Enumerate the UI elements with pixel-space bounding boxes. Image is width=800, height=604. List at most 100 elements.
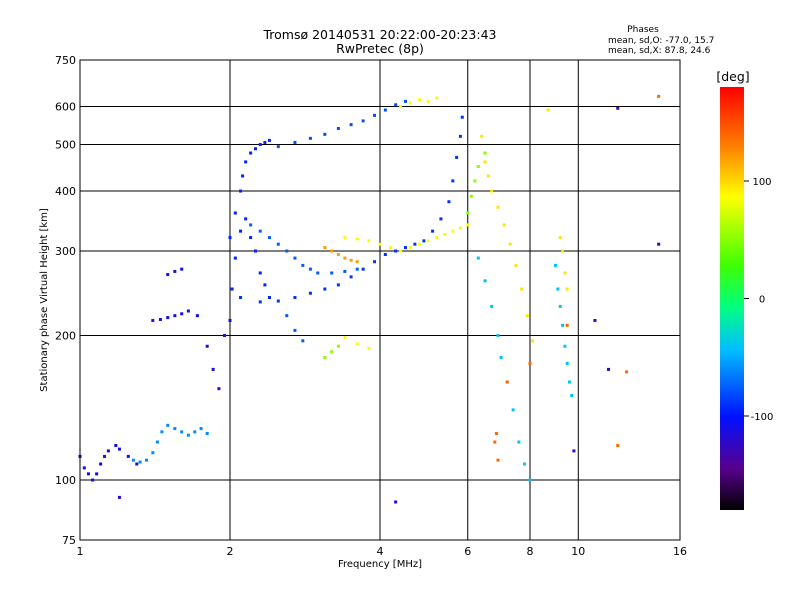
data-point [244, 217, 248, 221]
data-point [186, 433, 190, 437]
data-point [138, 460, 142, 464]
grid-layer [80, 60, 680, 540]
data-point [205, 344, 209, 348]
colorbar-tick-label: 0 [759, 295, 765, 306]
data-point [561, 323, 565, 327]
y-tick-label: 300 [55, 245, 76, 258]
data-point [367, 239, 371, 243]
data-point [553, 263, 557, 267]
data-point [558, 304, 562, 308]
stats-title: Phases [627, 25, 659, 35]
data-point [520, 287, 524, 291]
x-tick-label: 16 [673, 545, 687, 558]
data-point [355, 237, 359, 241]
data-point [565, 287, 569, 291]
data-point [657, 94, 661, 98]
data-point [490, 304, 494, 308]
data-point [276, 299, 280, 303]
y-tick-label: 200 [55, 330, 76, 343]
data-point [523, 462, 527, 466]
data-point [451, 229, 455, 233]
data-point [166, 423, 170, 427]
x-tick-label: 4 [377, 545, 384, 558]
data-point [607, 367, 611, 371]
data-point [117, 447, 121, 451]
colorbar-tick-label: 100 [752, 177, 771, 188]
data-point [166, 273, 170, 277]
data-point [253, 249, 257, 253]
data-point [373, 260, 377, 264]
data-point [517, 440, 521, 444]
data-point [546, 108, 550, 112]
data-point [343, 336, 347, 340]
data-point [160, 430, 164, 434]
data-point [399, 249, 403, 253]
data-point [293, 296, 297, 300]
data-point [166, 316, 170, 320]
data-point [616, 106, 620, 110]
colorbar-ticks: 100 0 -100 [744, 177, 773, 423]
data-point [267, 138, 271, 142]
data-point [336, 283, 340, 287]
data-point [531, 339, 535, 343]
data-point [126, 454, 130, 458]
data-point [276, 145, 280, 149]
data-point [308, 267, 312, 271]
data-point [343, 236, 347, 240]
data-point [394, 103, 398, 107]
data-point [91, 478, 95, 482]
data-point [466, 223, 470, 227]
data-point [323, 246, 327, 250]
data-point [496, 458, 500, 462]
data-point [408, 101, 412, 105]
data-point [657, 242, 661, 246]
data-point [343, 256, 347, 260]
data-point [525, 314, 529, 318]
data-point [361, 119, 365, 123]
data-point [486, 174, 490, 178]
plot-frame [79, 59, 681, 541]
data-point [435, 96, 439, 100]
y-tick-label: 100 [55, 474, 76, 487]
data-point [514, 263, 518, 267]
data-point [570, 394, 574, 398]
data-point [625, 370, 629, 374]
data-point [593, 318, 597, 322]
y-tick-label: 75 [62, 534, 76, 547]
data-point [426, 239, 430, 243]
data-point [378, 242, 382, 246]
data-point [199, 427, 203, 431]
chart-title: Tromsø 20140531 20:22:00-20:23:43 [262, 27, 496, 42]
data-point [361, 267, 365, 271]
data-point [431, 229, 435, 233]
data-point [249, 236, 253, 240]
data-point [217, 387, 221, 391]
data-point [567, 380, 571, 384]
data-point [173, 314, 177, 318]
data-point [95, 472, 99, 476]
data-point [233, 256, 237, 260]
data-point [106, 449, 110, 453]
data-point [180, 312, 184, 316]
data-point [480, 134, 484, 138]
x-tick-label: 6 [464, 545, 471, 558]
data-point [408, 246, 412, 250]
data-point [383, 108, 387, 112]
data-point [483, 279, 487, 283]
data-point [233, 211, 237, 215]
data-point [205, 432, 209, 436]
data-point [528, 361, 532, 365]
data-point [494, 432, 498, 436]
data-point [439, 217, 443, 221]
data-point [563, 344, 567, 348]
x-tick-label: 10 [571, 545, 585, 558]
data-point [249, 223, 253, 227]
data-point [223, 334, 227, 338]
data-point [435, 236, 439, 240]
x-tick-label: 8 [527, 545, 534, 558]
data-point [422, 239, 426, 243]
data-point [195, 314, 199, 318]
data-point [276, 242, 280, 246]
data-point [460, 115, 464, 119]
data-point [505, 380, 509, 384]
